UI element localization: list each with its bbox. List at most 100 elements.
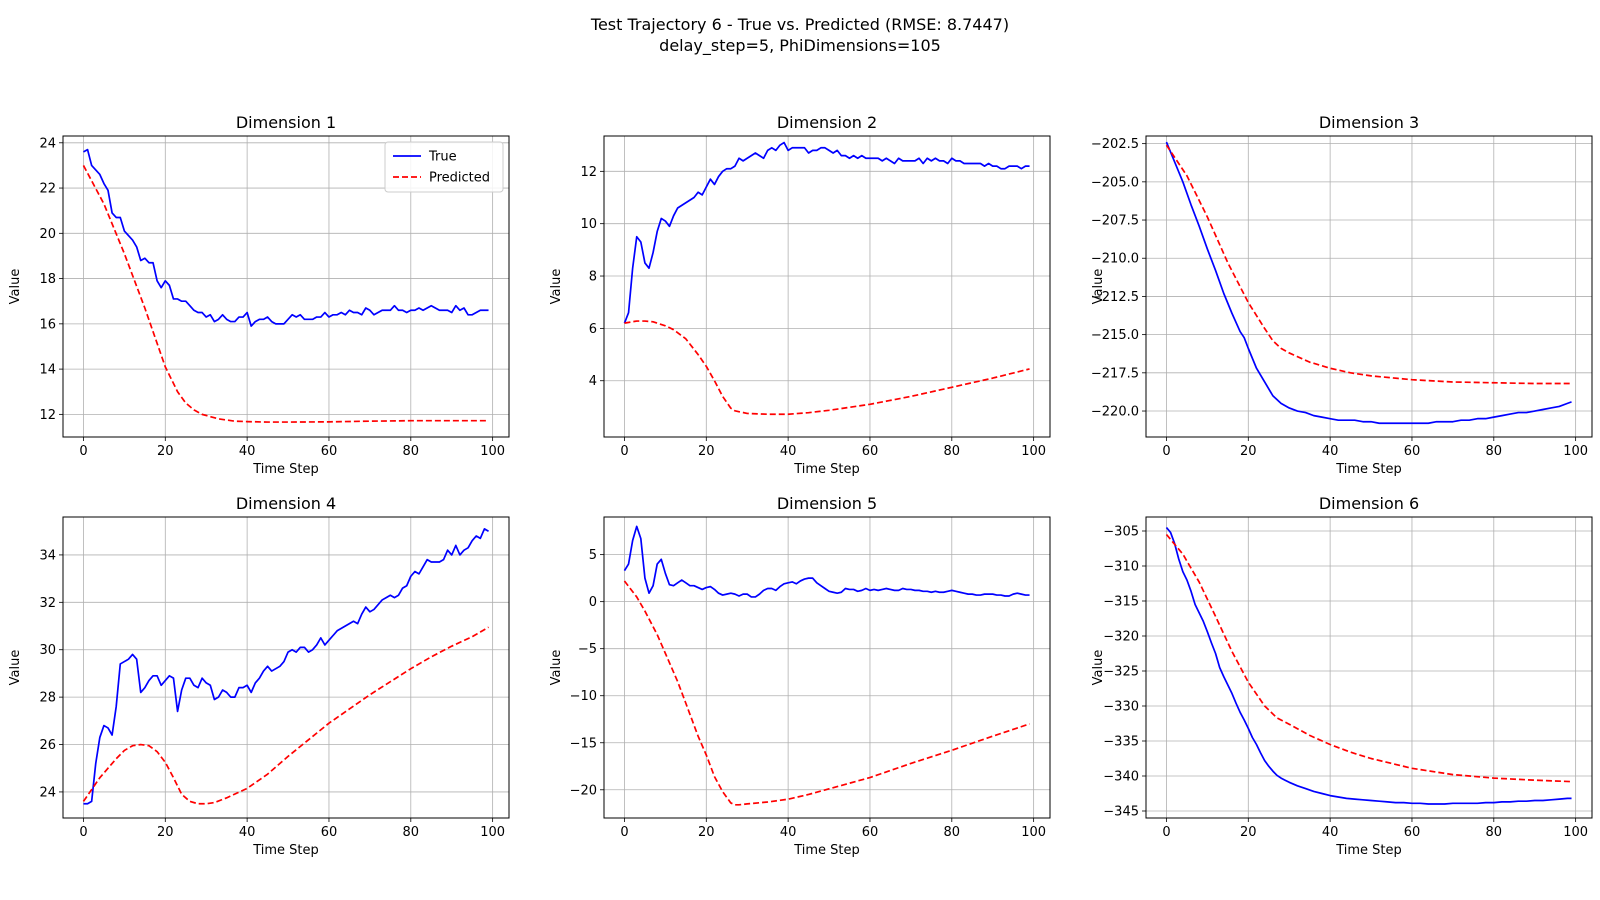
legend-entry-label: True [428, 150, 457, 165]
x-tick-label: 60 [1404, 444, 1421, 459]
figure-title: Test Trajectory 6 - True vs. Predicted (… [0, 14, 1600, 56]
y-axis-label: Value [8, 269, 23, 305]
y-tick-label: −205.0 [1091, 175, 1139, 190]
predicted-series-line [82, 626, 489, 805]
y-tick-label: −340 [1103, 770, 1139, 785]
x-tick-label: 0 [79, 825, 87, 840]
x-tick-label: 80 [1486, 444, 1503, 459]
y-tick-label: −20 [570, 783, 597, 798]
x-tick-label: 100 [1563, 444, 1588, 459]
y-tick-label: 0 [589, 595, 597, 610]
y-tick-label: 24 [39, 136, 56, 151]
subplot-title: Dimension 2 [777, 113, 877, 132]
y-tick-label: −202.5 [1091, 137, 1139, 152]
x-tick-label: 0 [620, 825, 628, 840]
x-axis-label: Time Step [793, 462, 860, 477]
x-tick-label: 20 [1240, 444, 1257, 459]
y-tick-label: −330 [1103, 700, 1139, 715]
x-axis-label: Time Step [1335, 462, 1402, 477]
x-tick-label: 40 [780, 444, 797, 459]
x-tick-label: 60 [321, 825, 338, 840]
y-axis-label: Value [8, 650, 23, 686]
y-tick-label: −325 [1103, 665, 1139, 680]
y-tick-label: 20 [39, 227, 56, 242]
x-tick-label: 100 [480, 825, 505, 840]
y-tick-label: −212.5 [1091, 290, 1139, 305]
figure-subtitle-line-2: delay_step=5, PhiDimensions=105 [659, 36, 941, 55]
axes-frame [62, 516, 510, 819]
y-tick-label: −210.0 [1091, 252, 1139, 267]
y-tick-label: 8 [589, 270, 597, 285]
y-tick-label: 12 [580, 165, 597, 180]
x-axis-label: Time Step [793, 843, 860, 858]
x-tick-label: 0 [1162, 444, 1170, 459]
x-tick-label: 0 [620, 444, 628, 459]
y-tick-label: 5 [589, 548, 597, 563]
x-tick-label: 0 [79, 444, 87, 459]
y-tick-label: −310 [1103, 560, 1139, 575]
y-tick-label: −315 [1103, 595, 1139, 610]
x-tick-label: 20 [1240, 825, 1257, 840]
y-tick-label: 16 [39, 317, 56, 332]
predicted-series-line [1165, 533, 1572, 783]
y-tick-label: −305 [1103, 525, 1139, 540]
x-tick-label: 20 [157, 444, 174, 459]
x-tick-label: 20 [698, 444, 715, 459]
y-tick-label: 14 [39, 363, 56, 378]
predicted-series-line [82, 165, 489, 423]
axes-frame [1145, 516, 1593, 819]
x-tick-label: 80 [403, 444, 420, 459]
y-axis-label: Value [549, 650, 564, 686]
y-tick-label: 22 [39, 182, 56, 197]
figure-title-line-1: Test Trajectory 6 - True vs. Predicted (… [590, 15, 1010, 34]
y-tick-label: −5 [578, 642, 597, 657]
x-tick-label: 60 [862, 825, 879, 840]
subplot-title: Dimension 1 [236, 113, 336, 132]
axes-frame [62, 135, 510, 438]
y-tick-label: −215.0 [1091, 328, 1139, 343]
subplot-title: Dimension 6 [1319, 494, 1419, 513]
y-tick-label: 6 [589, 322, 597, 337]
x-tick-label: 80 [944, 825, 961, 840]
y-tick-label: 32 [39, 596, 56, 611]
x-axis-label: Time Step [1335, 843, 1402, 858]
true-series-line [623, 525, 1030, 598]
subplot-title: Dimension 5 [777, 494, 877, 513]
x-tick-label: 20 [698, 825, 715, 840]
true-series-line [1165, 526, 1572, 805]
x-tick-label: 100 [1021, 825, 1046, 840]
subplot-title: Dimension 4 [236, 494, 336, 513]
true-series-line [83, 148, 489, 327]
subplot-6: 0 20 40 60 80 100 −345 −340 −335 −330 −325 −320 −315… [1091, 494, 1593, 858]
x-tick-label: 40 [239, 444, 256, 459]
y-tick-label: −217.5 [1091, 366, 1139, 381]
x-tick-label: 80 [944, 444, 961, 459]
y-tick-label: −10 [570, 689, 597, 704]
x-tick-label: 40 [239, 825, 256, 840]
y-tick-label: 26 [39, 738, 56, 753]
x-tick-label: 80 [403, 825, 420, 840]
y-tick-label: −15 [570, 736, 597, 751]
y-tick-label: 12 [39, 408, 56, 423]
x-tick-label: 100 [480, 444, 505, 459]
subplot-4: 0 20 40 60 80 100 24 26 28 30 32 34 Dimension 4 Time … [8, 494, 510, 858]
true-series-line [623, 141, 1030, 324]
axes-frame [603, 516, 1051, 819]
y-tick-label: −320 [1103, 630, 1139, 645]
legend-entry-label: Predicted [429, 171, 490, 186]
x-tick-label: 20 [157, 825, 174, 840]
x-tick-label: 60 [1404, 825, 1421, 840]
y-axis-label: Value [1091, 650, 1106, 686]
x-tick-label: 80 [1486, 825, 1503, 840]
predicted-series-line [1165, 144, 1572, 385]
x-axis-label: Time Step [252, 462, 319, 477]
predicted-series-line [624, 320, 1030, 416]
y-axis-label: Value [1091, 269, 1106, 305]
y-tick-label: −220.0 [1091, 405, 1139, 420]
predicted-series-line [623, 580, 1030, 806]
subplot-3: 0 20 40 60 80 100 −220.0 −217.5 −215.0 −212.5 −210… [1091, 113, 1593, 477]
subplot-2: 0 20 40 60 80 100 4 6 8 10 12 Dimension 2 Time Step V… [549, 113, 1051, 477]
true-series-line [1165, 141, 1572, 425]
axes-frame [603, 135, 1051, 438]
